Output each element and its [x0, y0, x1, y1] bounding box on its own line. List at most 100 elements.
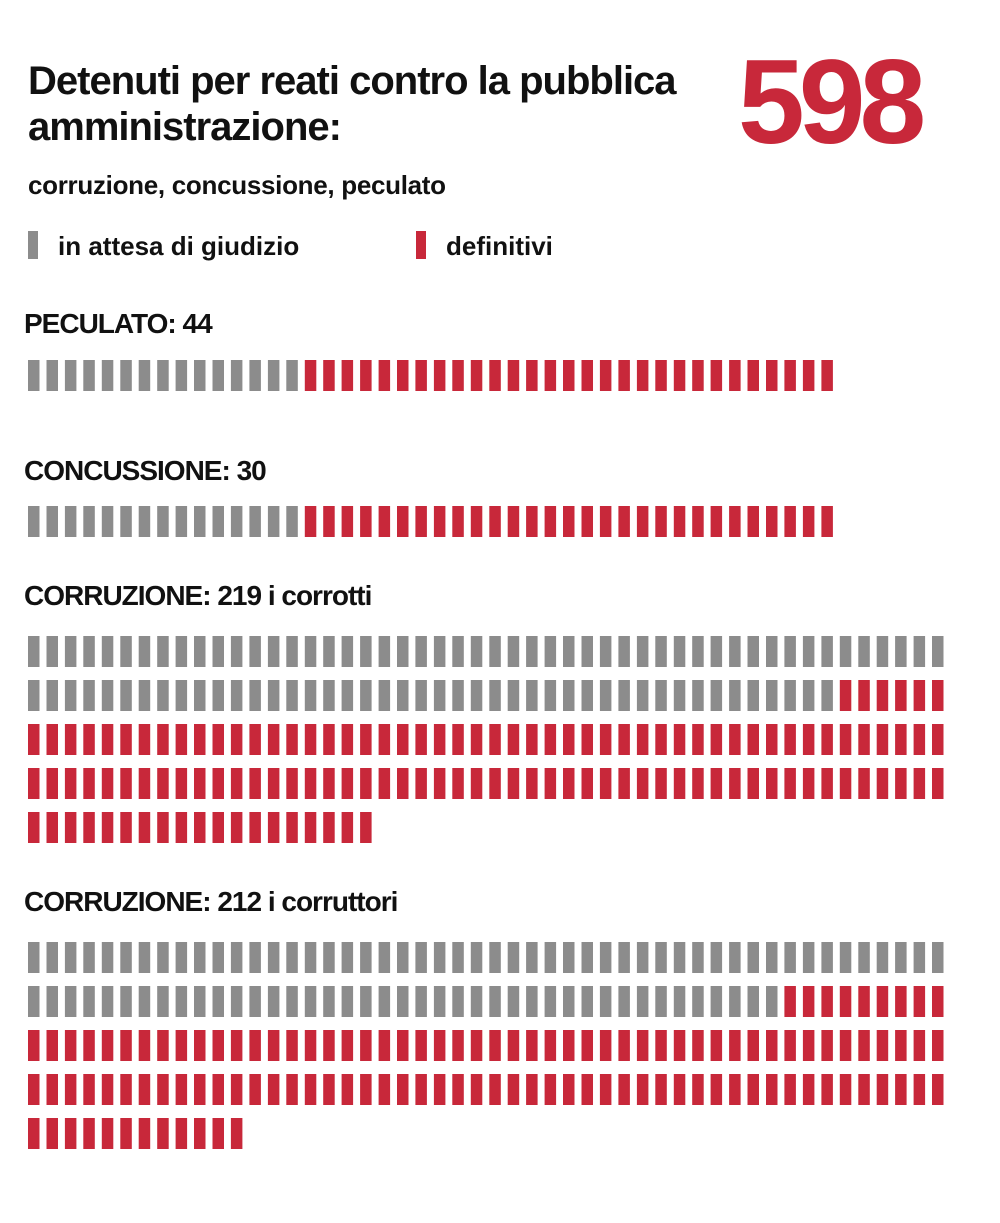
final-mark-2-164 [286, 768, 298, 799]
pending-mark-1-9 [194, 506, 206, 537]
pending-mark-0-7 [157, 360, 169, 391]
pending-mark-2-73 [452, 680, 464, 711]
final-mark-3-152 [64, 1074, 77, 1105]
final-mark-3-157 [157, 1074, 169, 1105]
pending-mark-3-56 [138, 986, 151, 1017]
pending-mark-1-11 [230, 506, 243, 537]
final-mark-3-191 [784, 1074, 796, 1105]
final-mark-3-159 [194, 1074, 206, 1105]
final-mark-3-180 [581, 1074, 593, 1105]
final-mark-2-203 [83, 812, 95, 843]
pending-mark-2-2 [64, 636, 77, 667]
final-mark-2-101 [46, 724, 58, 755]
pending-mark-2-67 [341, 680, 354, 711]
group-label-corruttori: CORRUZIONE: 212 i corruttori [24, 886, 398, 917]
pending-mark-3-1 [46, 942, 58, 973]
final-mark-3-164 [286, 1074, 298, 1105]
final-mark-2-217 [341, 812, 354, 843]
final-mark-2-189 [747, 768, 759, 799]
final-mark-3-97 [895, 986, 907, 1017]
final-mark-3-196 [876, 1074, 889, 1105]
final-mark-2-97 [895, 680, 907, 711]
group-label-concussione: CONCUSSIONE: 30 [24, 455, 267, 486]
final-mark-3-189 [747, 1074, 759, 1105]
final-mark-1-32 [618, 506, 630, 537]
final-mark-2-96 [876, 680, 889, 711]
final-mark-0-26 [507, 360, 520, 391]
pending-mark-2-4 [101, 636, 114, 667]
final-mark-3-156 [138, 1074, 151, 1105]
final-mark-1-17 [341, 506, 354, 537]
final-mark-3-201 [46, 1118, 58, 1149]
final-mark-2-109 [194, 724, 206, 755]
final-mark-2-104 [101, 724, 114, 755]
final-mark-3-190 [766, 1074, 778, 1105]
final-mark-2-131 [599, 724, 612, 755]
final-mark-2-149 [932, 724, 944, 755]
final-mark-3-188 [729, 1074, 741, 1105]
final-mark-2-127 [526, 724, 538, 755]
final-mark-2-142 [802, 724, 815, 755]
final-mark-2-211 [230, 812, 243, 843]
pending-mark-3-28 [544, 942, 557, 973]
pending-mark-2-21 [415, 636, 427, 667]
pending-mark-2-88 [729, 680, 741, 711]
final-mark-2-212 [249, 812, 261, 843]
final-mark-3-123 [452, 1030, 464, 1061]
pending-mark-3-44 [839, 942, 852, 973]
pending-mark-1-1 [46, 506, 58, 537]
pending-mark-0-13 [267, 360, 280, 391]
pending-mark-2-47 [895, 636, 907, 667]
final-mark-3-113 [267, 1030, 280, 1061]
pending-mark-2-72 [433, 680, 446, 711]
pending-mark-3-54 [101, 986, 114, 1017]
final-mark-1-34 [655, 506, 667, 537]
final-mark-3-150 [28, 1074, 40, 1105]
legend-item-pending: in attesa di giudizio [28, 230, 299, 262]
pending-mark-3-10 [212, 942, 224, 973]
pending-mark-2-30 [581, 636, 593, 667]
pending-mark-2-27 [526, 636, 538, 667]
final-mark-2-172 [433, 768, 446, 799]
final-mark-2-161 [230, 768, 243, 799]
pending-mark-2-26 [507, 636, 520, 667]
pending-mark-2-32 [618, 636, 630, 667]
final-mark-3-127 [526, 1030, 538, 1061]
final-mark-3-186 [692, 1074, 704, 1105]
final-mark-3-187 [710, 1074, 723, 1105]
final-mark-2-129 [563, 724, 575, 755]
final-mark-3-131 [599, 1030, 612, 1061]
final-mark-0-43 [821, 360, 833, 391]
group-label-peculato: PECULATO: 44 [24, 308, 213, 339]
final-mark-3-202 [64, 1118, 77, 1149]
final-mark-3-209 [194, 1118, 206, 1149]
pending-mark-0-5 [120, 360, 132, 391]
pending-mark-2-19 [378, 636, 391, 667]
final-mark-3-169 [378, 1074, 391, 1105]
final-mark-2-199 [932, 768, 944, 799]
pending-mark-3-78 [544, 986, 557, 1017]
final-mark-0-25 [489, 360, 501, 391]
pending-mark-2-77 [526, 680, 538, 711]
legend-swatch-final [416, 231, 426, 260]
pending-mark-3-30 [581, 942, 593, 973]
final-mark-3-178 [544, 1074, 557, 1105]
final-mark-2-174 [470, 768, 483, 799]
pending-mark-2-6 [138, 636, 151, 667]
pending-mark-3-47 [895, 942, 907, 973]
pending-mark-1-6 [138, 506, 151, 537]
final-mark-3-99 [932, 986, 944, 1017]
final-mark-2-102 [64, 724, 77, 755]
final-mark-2-146 [876, 724, 889, 755]
pending-mark-2-58 [175, 680, 188, 711]
final-mark-2-98 [913, 680, 926, 711]
final-mark-3-165 [304, 1074, 317, 1105]
final-mark-2-105 [120, 724, 132, 755]
pending-mark-3-67 [341, 986, 354, 1017]
pending-mark-2-90 [766, 680, 778, 711]
final-mark-3-155 [120, 1074, 132, 1105]
pending-mark-2-74 [470, 680, 483, 711]
final-mark-3-194 [839, 1074, 852, 1105]
pending-mark-2-93 [821, 680, 833, 711]
pending-mark-3-41 [784, 942, 796, 973]
